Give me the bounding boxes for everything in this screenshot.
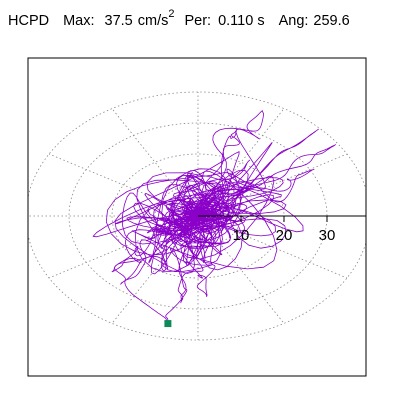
station-code: HCPD xyxy=(8,13,50,29)
max-unit-exponent: 2 xyxy=(168,8,175,21)
plot-header: HCPD Max: 37.5 cm/s2 Per: 0.110 s Ang: 259.6 xyxy=(8,9,350,38)
plot-frame xyxy=(27,57,367,377)
period-value: 0.110 s xyxy=(218,13,265,29)
grid-spoke-210 xyxy=(48,231,161,279)
radial-tick-label-20: 20 xyxy=(276,227,293,244)
grid-spoke-150 xyxy=(48,153,161,201)
max-label: Max: xyxy=(63,13,95,29)
radial-tick-label-30: 30 xyxy=(319,227,336,244)
grid-spoke-120 xyxy=(111,108,177,190)
grid-spoke-330 xyxy=(235,231,348,279)
grid-spoke-240 xyxy=(111,242,177,324)
angle-label: Ang: xyxy=(278,13,309,29)
grid-spoke-30 xyxy=(235,153,348,201)
max-unit: cm/s xyxy=(137,13,169,29)
angle-value: 259.6 xyxy=(313,13,350,29)
max-value: 37.5 xyxy=(104,13,133,29)
radial-axis: 10 20 30 xyxy=(198,215,366,244)
motion-trace-group xyxy=(92,110,336,324)
peak-marker-group xyxy=(164,320,172,328)
period-label: Per: xyxy=(184,13,212,29)
grid-spoke-300 xyxy=(219,242,285,324)
motion-trace xyxy=(92,110,336,324)
peak-marker xyxy=(164,320,172,328)
radial-tick-label-10: 10 xyxy=(233,227,250,244)
